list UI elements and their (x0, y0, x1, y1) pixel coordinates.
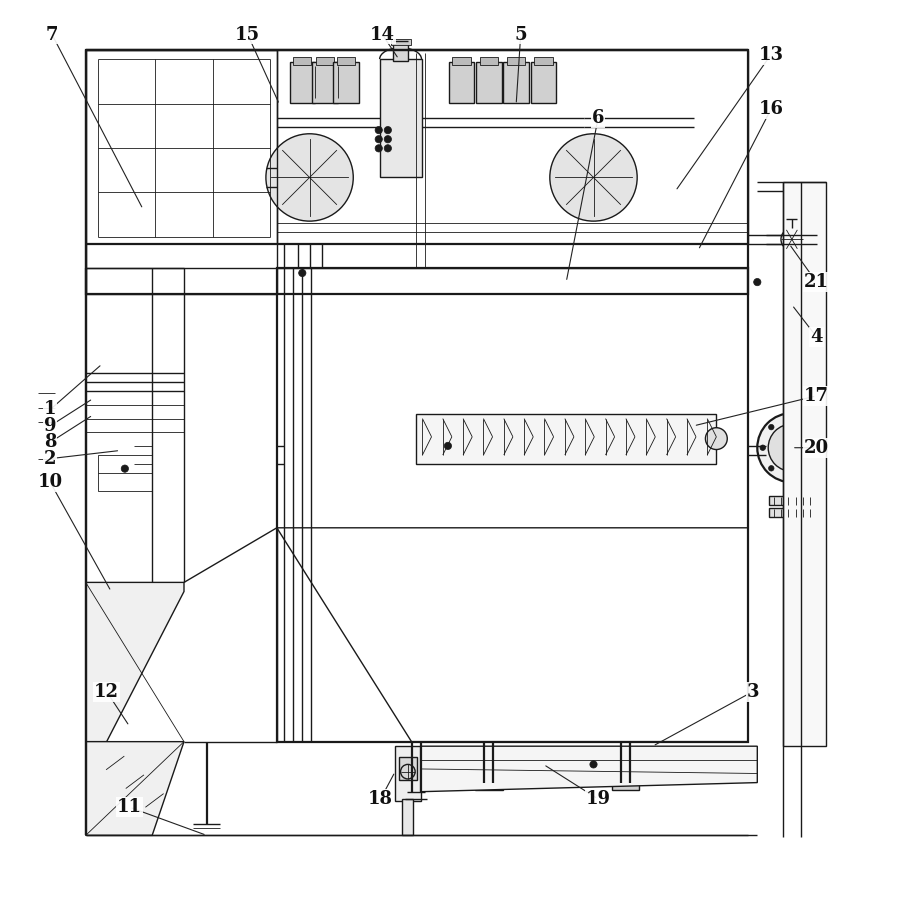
Circle shape (769, 424, 815, 471)
Circle shape (375, 136, 382, 143)
Text: 16: 16 (759, 100, 783, 118)
Circle shape (550, 134, 637, 221)
Text: 20: 20 (804, 439, 829, 457)
Circle shape (444, 442, 452, 450)
Bar (393, 41, 408, 61)
Circle shape (789, 445, 794, 450)
Bar (475, 781, 503, 790)
Circle shape (769, 466, 774, 471)
Text: 11: 11 (117, 798, 142, 816)
Text: 21: 21 (804, 273, 829, 291)
Bar (313, 62, 338, 103)
Bar (449, 62, 474, 103)
Polygon shape (86, 742, 184, 835)
Text: 8: 8 (44, 433, 57, 451)
Text: 13: 13 (759, 46, 783, 64)
Bar (769, 508, 814, 517)
Bar (402, 799, 413, 835)
Bar (504, 62, 529, 103)
Text: 3: 3 (747, 682, 759, 701)
Bar (293, 57, 312, 65)
Bar (290, 62, 315, 103)
Circle shape (769, 424, 774, 430)
Bar (390, 39, 410, 45)
Text: 9: 9 (44, 417, 57, 435)
Circle shape (384, 145, 391, 152)
Polygon shape (420, 746, 758, 792)
Bar (337, 57, 355, 65)
Text: 15: 15 (235, 25, 260, 44)
Bar (507, 57, 526, 65)
Circle shape (810, 466, 815, 471)
Bar (769, 496, 814, 505)
Text: 6: 6 (591, 109, 604, 127)
Circle shape (810, 424, 815, 430)
Circle shape (375, 126, 382, 134)
Bar (416, 414, 717, 464)
Bar (86, 50, 277, 294)
Circle shape (375, 145, 382, 152)
Circle shape (590, 761, 597, 768)
Text: 5: 5 (515, 25, 527, 44)
Bar (316, 57, 335, 65)
Circle shape (266, 134, 353, 221)
Text: 12: 12 (94, 682, 119, 701)
Circle shape (754, 278, 761, 286)
Text: 14: 14 (370, 25, 395, 44)
Text: 18: 18 (368, 790, 393, 808)
Text: 2: 2 (44, 450, 57, 468)
Bar (395, 746, 420, 801)
Text: 1: 1 (44, 400, 57, 419)
Circle shape (760, 445, 766, 450)
Circle shape (789, 416, 794, 421)
Circle shape (122, 465, 129, 472)
Text: 17: 17 (804, 387, 829, 405)
Circle shape (706, 428, 728, 450)
Circle shape (384, 136, 391, 143)
Text: 4: 4 (810, 328, 823, 346)
Bar (476, 62, 502, 103)
Circle shape (299, 269, 306, 277)
Bar (535, 57, 553, 65)
Polygon shape (86, 582, 184, 742)
Circle shape (789, 474, 794, 480)
Bar (379, 59, 421, 177)
Circle shape (758, 413, 826, 482)
Bar (531, 62, 557, 103)
Bar (86, 50, 749, 294)
Text: 10: 10 (37, 473, 63, 491)
Bar (452, 57, 471, 65)
Text: 7: 7 (46, 25, 58, 44)
Bar (98, 455, 152, 491)
Circle shape (818, 445, 824, 450)
Bar (480, 57, 498, 65)
Bar (782, 182, 826, 746)
Bar (277, 268, 749, 742)
Text: 19: 19 (586, 790, 611, 808)
Circle shape (384, 126, 391, 134)
Bar (399, 757, 417, 780)
Bar (334, 62, 358, 103)
Bar (611, 781, 639, 790)
